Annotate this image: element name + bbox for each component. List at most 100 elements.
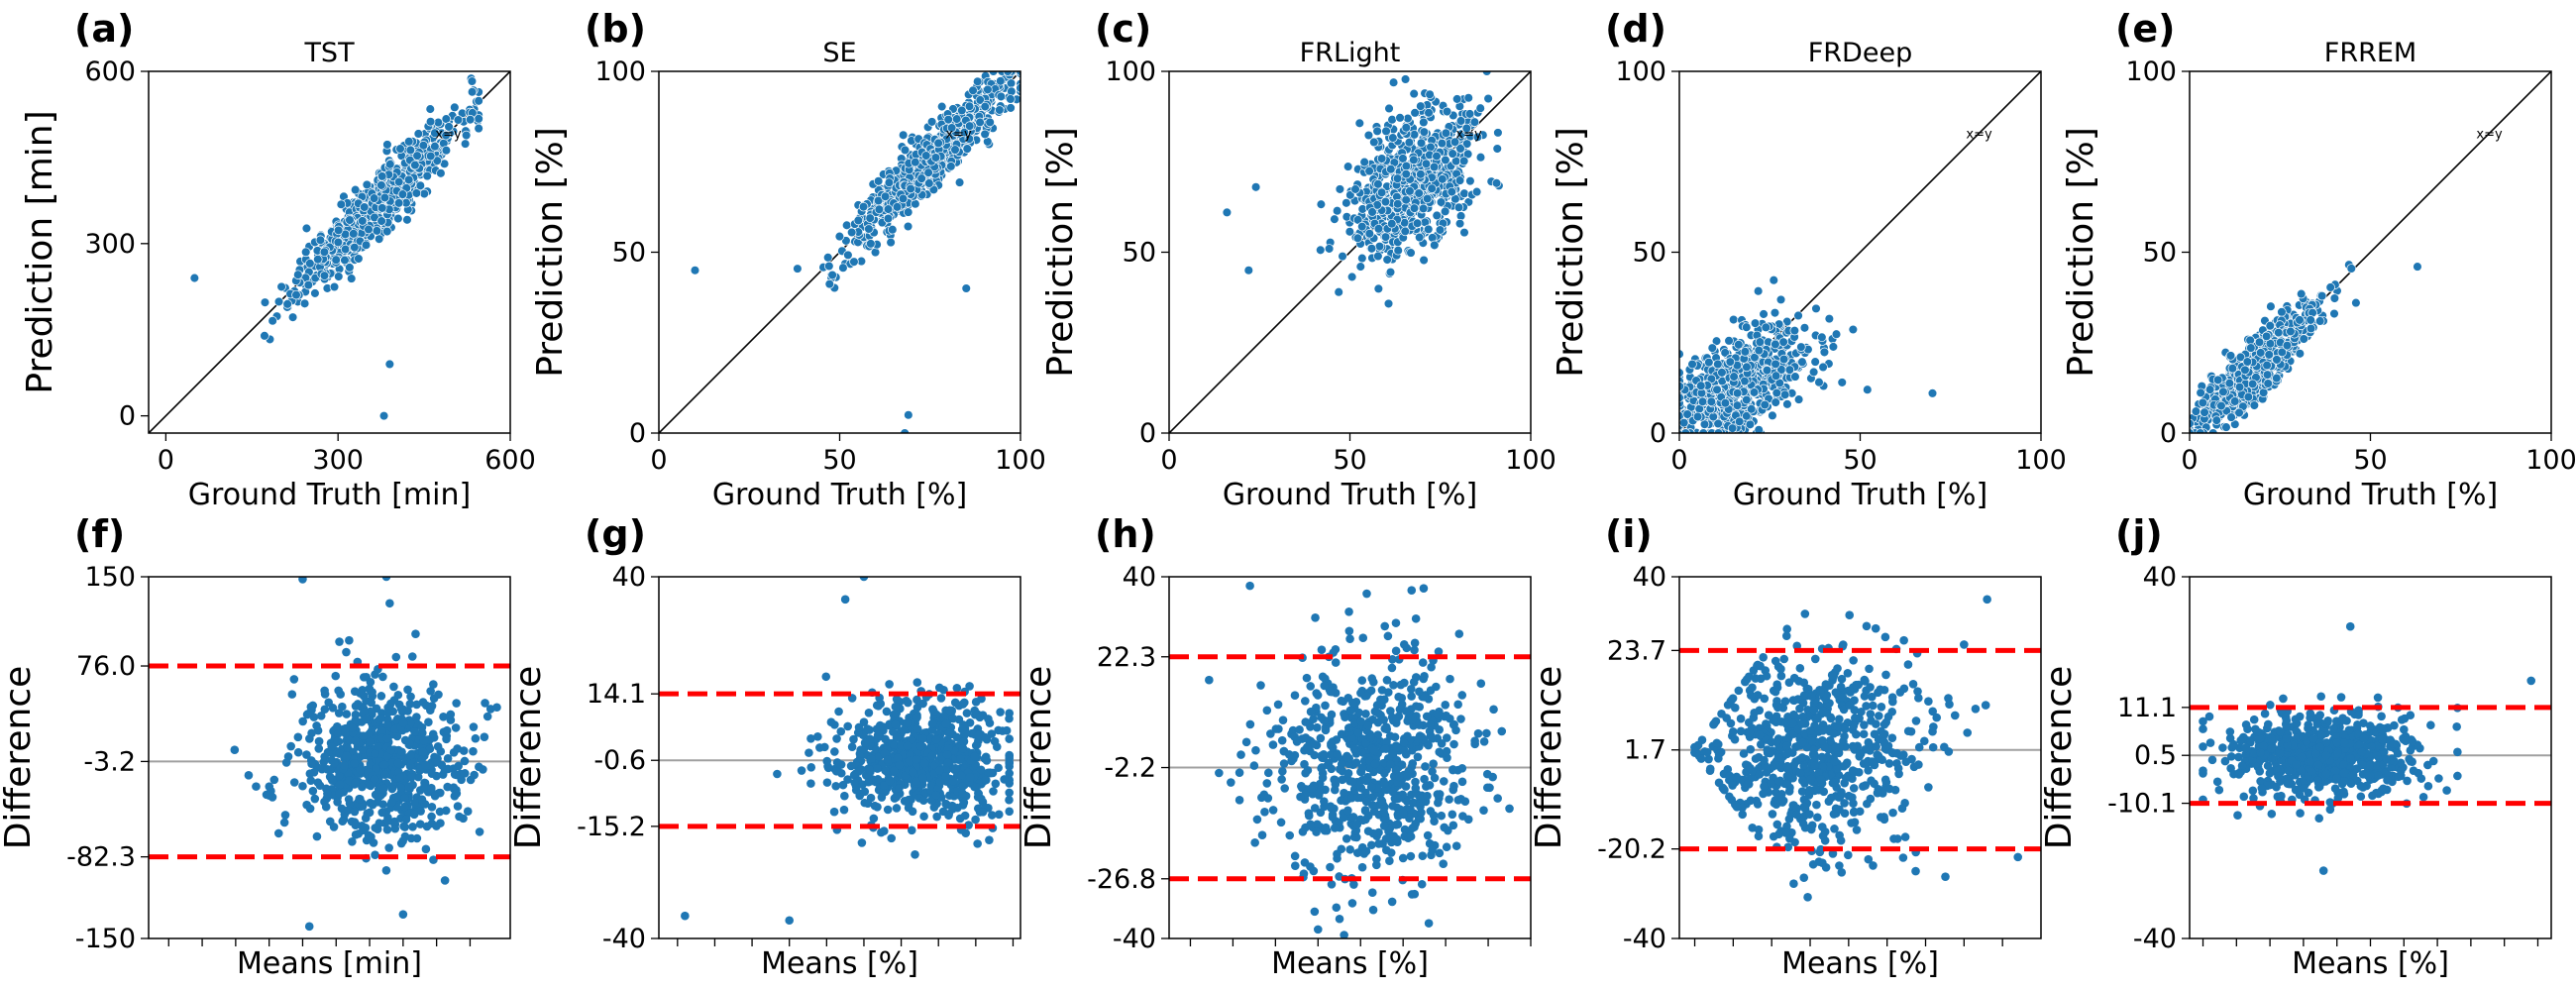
data-point (1704, 357, 1714, 368)
data-point (421, 844, 431, 854)
x-tick-label: 0 (158, 445, 174, 476)
axes-frame (148, 70, 511, 434)
data-point (1352, 215, 1363, 225)
data-point (1440, 206, 1450, 217)
data-point (397, 747, 406, 757)
data-point (1778, 337, 1788, 347)
data-point (1863, 385, 1873, 394)
data-point (415, 820, 425, 828)
data-point (406, 692, 415, 702)
data-point (883, 204, 894, 214)
data-point (312, 721, 321, 730)
data-point (2198, 397, 2208, 408)
data-point (1250, 182, 1261, 192)
y-tick-label: -3.2 (83, 746, 136, 777)
x-tick-label: 600 (484, 445, 536, 476)
data-point (2282, 340, 2293, 351)
data-point (977, 794, 986, 804)
data-point (2240, 365, 2250, 376)
data-point (474, 96, 483, 106)
data-point (2255, 348, 2266, 358)
data-point (984, 715, 993, 723)
y-axis-label: Prediction [%] (1040, 127, 1081, 378)
data-point (1316, 245, 1326, 256)
data-point (1425, 89, 1435, 100)
data-point (912, 713, 921, 722)
data-point (2258, 387, 2269, 397)
data-point (300, 247, 311, 258)
data-point (424, 717, 433, 726)
data-point (2266, 301, 2276, 311)
data-point (366, 677, 376, 687)
data-point (2211, 415, 2222, 425)
y-tick-label: 50 (1123, 238, 1156, 269)
data-point (356, 765, 365, 775)
data-point (378, 800, 387, 809)
data-point (1469, 117, 1480, 127)
data-point (900, 428, 910, 433)
data-point (899, 725, 909, 735)
data-point (1404, 137, 1415, 148)
data-point (1003, 71, 1013, 76)
x-axis-label: Ground Truth [%] (1223, 478, 1477, 512)
data-point (376, 692, 386, 701)
data-point (381, 577, 391, 582)
data-point (854, 767, 864, 776)
data-point (1492, 144, 1502, 154)
data-point (2243, 391, 2254, 402)
data-point (1454, 218, 1465, 229)
data-point (944, 728, 954, 738)
y-axis-label: Prediction [%] (530, 127, 571, 378)
data-point (469, 722, 479, 731)
y-tick-label: 0 (1139, 418, 1156, 449)
data-point (1421, 159, 1432, 169)
data-point (985, 835, 994, 844)
data-point (1409, 130, 1420, 140)
data-point (1005, 769, 1015, 778)
data-point (1381, 126, 1391, 137)
data-point (1005, 709, 1015, 718)
data-point (854, 722, 864, 732)
data-point (1367, 207, 1377, 217)
data-point (919, 812, 928, 822)
data-point (850, 778, 859, 788)
data-point (398, 718, 408, 727)
data-point (2229, 396, 2240, 406)
data-point (975, 117, 985, 128)
data-point (1697, 396, 1708, 407)
data-point (1465, 175, 1475, 186)
data-point (492, 703, 501, 713)
data-point (1352, 233, 1363, 244)
data-point (1373, 283, 1384, 294)
data-point (1799, 323, 1810, 333)
data-point (912, 724, 922, 733)
data-point (342, 710, 352, 718)
data-point (320, 686, 329, 696)
data-point (2225, 351, 2236, 361)
data-point (427, 812, 436, 822)
data-point (1388, 77, 1399, 87)
data-point (880, 191, 891, 202)
data-point (1409, 88, 1419, 99)
data-point (443, 754, 453, 763)
data-point (1782, 399, 1792, 409)
data-point (853, 215, 864, 226)
data-point (1771, 359, 1780, 370)
data-point (1372, 126, 1382, 137)
data-point (941, 771, 950, 781)
data-point (429, 694, 439, 703)
data-point (1334, 286, 1343, 297)
data-point (1679, 368, 1684, 378)
data-point (938, 807, 948, 817)
data-point (305, 769, 315, 779)
data-point (341, 723, 351, 733)
data-point (421, 760, 430, 770)
data-point (402, 215, 412, 225)
data-point (384, 160, 395, 169)
data-point (2329, 293, 2340, 303)
data-point (1374, 241, 1385, 252)
data-point (1369, 137, 1379, 148)
data-point (399, 793, 409, 803)
data-point (1364, 165, 1374, 176)
data-point (1784, 365, 1795, 375)
